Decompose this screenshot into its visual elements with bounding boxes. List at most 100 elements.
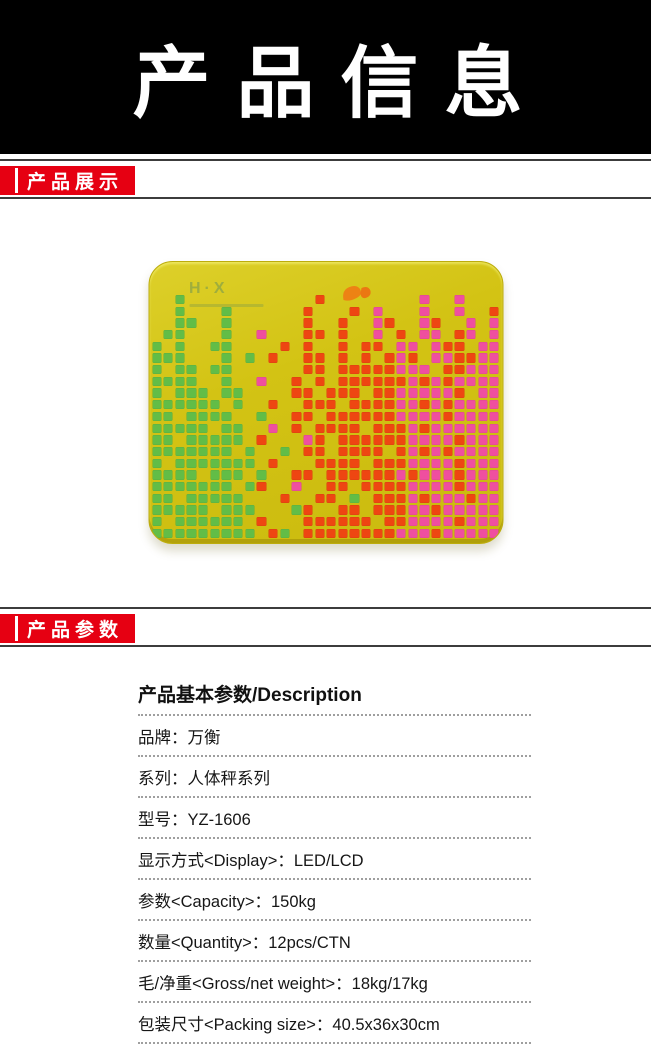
mosaic-square [384, 411, 395, 422]
mosaic-square [198, 505, 208, 515]
mosaic-square [233, 423, 243, 433]
mosaic-square [315, 458, 325, 468]
mosaic-empty-cell [280, 400, 289, 409]
mosaic-square [175, 353, 185, 363]
mosaic-empty-cell [478, 295, 487, 304]
mosaic-empty-cell [234, 365, 243, 374]
mosaic-square [303, 318, 313, 328]
mosaic-square [175, 481, 185, 492]
mosaic-square [233, 528, 243, 538]
mosaic-empty-cell [443, 318, 452, 327]
mosaic-square [291, 481, 301, 492]
mosaic-square [489, 330, 499, 340]
mosaic-square [361, 470, 371, 480]
mosaic-square [373, 458, 383, 468]
mosaic-empty-cell [187, 295, 196, 304]
mosaic-square [163, 353, 173, 363]
mosaic-square [210, 481, 220, 492]
mosaic-empty-cell [280, 353, 289, 362]
label-accent-bar [15, 616, 18, 641]
mosaic-square [396, 446, 406, 457]
mosaic-square [291, 411, 301, 422]
mosaic-square [303, 446, 313, 457]
mosaic-square [210, 470, 220, 480]
mosaic-square [396, 470, 406, 480]
mosaic-empty-cell [350, 318, 359, 327]
mosaic-square [233, 388, 243, 398]
mosaic-square [256, 470, 267, 480]
mosaic-empty-cell [175, 494, 184, 503]
mosaic-square [384, 517, 395, 527]
mosaic-square [233, 400, 243, 410]
mosaic-square [163, 435, 173, 445]
mosaic-square [233, 458, 243, 468]
mosaic-square [419, 423, 430, 433]
mosaic-empty-cell [303, 494, 312, 503]
mosaic-square [466, 470, 476, 480]
mosaic-empty-cell [362, 318, 371, 327]
mosaic-square [186, 411, 197, 422]
mosaic-square [349, 423, 360, 433]
mosaic-square [186, 318, 197, 328]
mosaic-square [221, 435, 232, 445]
mosaic-empty-cell [327, 295, 336, 304]
mosaic-square [408, 400, 418, 410]
mosaic-empty-cell [315, 412, 324, 421]
mosaic-empty-cell [478, 307, 487, 316]
mosaic-square [268, 353, 278, 363]
mosaic-square [198, 493, 208, 503]
mosaic-empty-cell [280, 435, 289, 444]
mosaic-square [408, 517, 418, 527]
mosaic-square [478, 493, 488, 503]
mosaic-empty-cell [199, 353, 208, 362]
mosaic-square [152, 400, 162, 410]
mosaic-square [489, 458, 499, 468]
mosaic-empty-cell [268, 330, 277, 339]
mosaic-empty-cell [303, 295, 312, 304]
mosaic-empty-cell [268, 342, 277, 351]
mosaic-square [478, 341, 488, 351]
mosaic-square [384, 423, 395, 433]
mosaic-square [186, 376, 197, 387]
mosaic-square [361, 446, 371, 457]
mosaic-empty-cell [245, 295, 254, 304]
mosaic-empty-cell [292, 447, 301, 456]
mosaic-empty-cell [187, 330, 196, 339]
mosaic-empty-cell [338, 400, 347, 409]
mosaic-empty-cell [292, 400, 301, 409]
mosaic-square [349, 446, 360, 457]
mosaic-empty-cell [245, 412, 254, 421]
mosaic-empty-cell [292, 295, 301, 304]
mosaic-square [186, 517, 197, 527]
spec-table-header: 产品基本参数/Description [138, 673, 531, 716]
mosaic-square [396, 423, 406, 433]
mosaic-empty-cell [164, 295, 173, 304]
mosaic-square [373, 318, 383, 328]
mosaic-empty-cell [327, 330, 336, 339]
mosaic-square [396, 435, 406, 445]
mosaic-square [454, 528, 465, 538]
mosaic-empty-cell [420, 353, 429, 362]
mosaic-empty-cell [303, 424, 312, 433]
mosaic-empty-cell [234, 295, 243, 304]
mosaic-empty-cell [187, 307, 196, 316]
mosaic-empty-cell [327, 353, 336, 362]
mosaic-square [419, 470, 430, 480]
mosaic-empty-cell [257, 295, 266, 304]
spec-row-display: 显示方式<Display>：LED/LCD [138, 839, 531, 880]
mosaic-square [186, 493, 197, 503]
mosaic-empty-cell [327, 435, 336, 444]
mosaic-square [303, 528, 313, 538]
mosaic-square [361, 341, 371, 351]
mosaic-square [489, 400, 499, 410]
hx-brand-text: H·X [189, 280, 229, 297]
mosaic-square [373, 411, 383, 422]
mosaic-empty-cell [268, 517, 277, 526]
mosaic-empty-cell [350, 330, 359, 339]
mosaic-square [256, 330, 267, 340]
mosaic-square [245, 353, 255, 363]
mosaic-square [349, 365, 360, 375]
mosaic-empty-cell [466, 295, 475, 304]
mosaic-square [373, 435, 383, 445]
mosaic-square [291, 388, 301, 398]
